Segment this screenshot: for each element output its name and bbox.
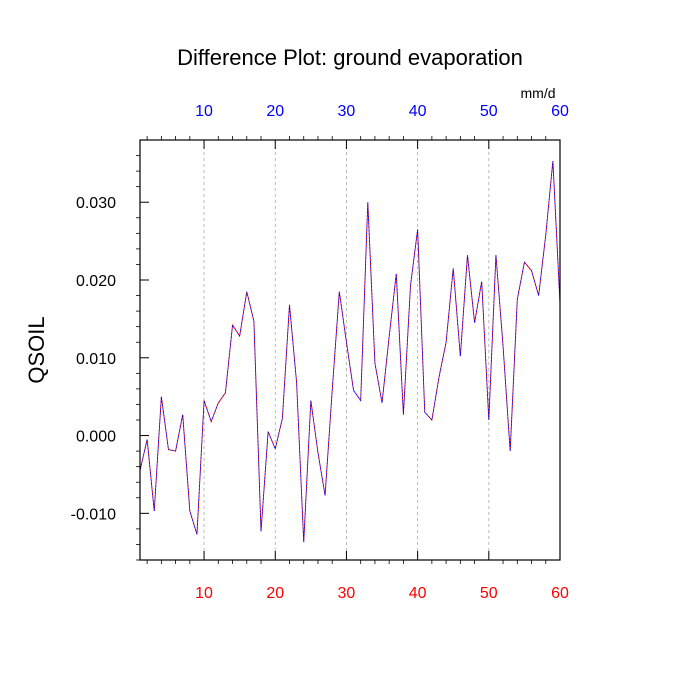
y-tick-label: -0.010 — [71, 506, 116, 523]
chart-title: Difference Plot: ground evaporation — [177, 45, 523, 70]
y-tick-label: 0.000 — [76, 429, 116, 446]
x-tick-label-bottom: 50 — [480, 585, 498, 602]
y-tick-label: 0.030 — [76, 195, 116, 212]
x-tick-label-bottom: 20 — [266, 585, 284, 602]
top-axis-units: mm/d — [521, 85, 556, 101]
y-tick-labels: -0.010 0.000 0.010 0.020 0.030 — [71, 195, 116, 523]
minor-ticks — [136, 136, 547, 564]
major-ticks — [140, 140, 561, 560]
bottom-tick-labels: 10 20 30 40 50 60 — [195, 585, 569, 602]
x-tick-label-top: 10 — [195, 103, 213, 120]
y-axis-title: QSOIL — [24, 316, 49, 383]
x-tick-label-top: 60 — [551, 103, 569, 120]
x-tick-label-top: 40 — [409, 103, 427, 120]
x-tick-label-top: 50 — [480, 103, 498, 120]
x-tick-label-top: 30 — [338, 103, 356, 120]
x-tick-label-bottom: 60 — [551, 585, 569, 602]
x-tick-label-bottom: 40 — [409, 585, 427, 602]
series-layer — [139, 160, 561, 543]
x-tick-label-bottom: 10 — [195, 585, 213, 602]
x-tick-label-top: 20 — [266, 103, 284, 120]
series-line-blue — [139, 160, 561, 543]
top-tick-labels: 10 20 30 40 50 60 — [195, 103, 569, 120]
series-line-red — [139, 160, 561, 543]
x-tick-label-bottom: 30 — [338, 585, 356, 602]
y-tick-label: 0.020 — [76, 273, 116, 290]
plot-frame — [139, 139, 561, 561]
y-tick-label: 0.010 — [76, 351, 116, 368]
grid-lines — [203, 140, 490, 560]
